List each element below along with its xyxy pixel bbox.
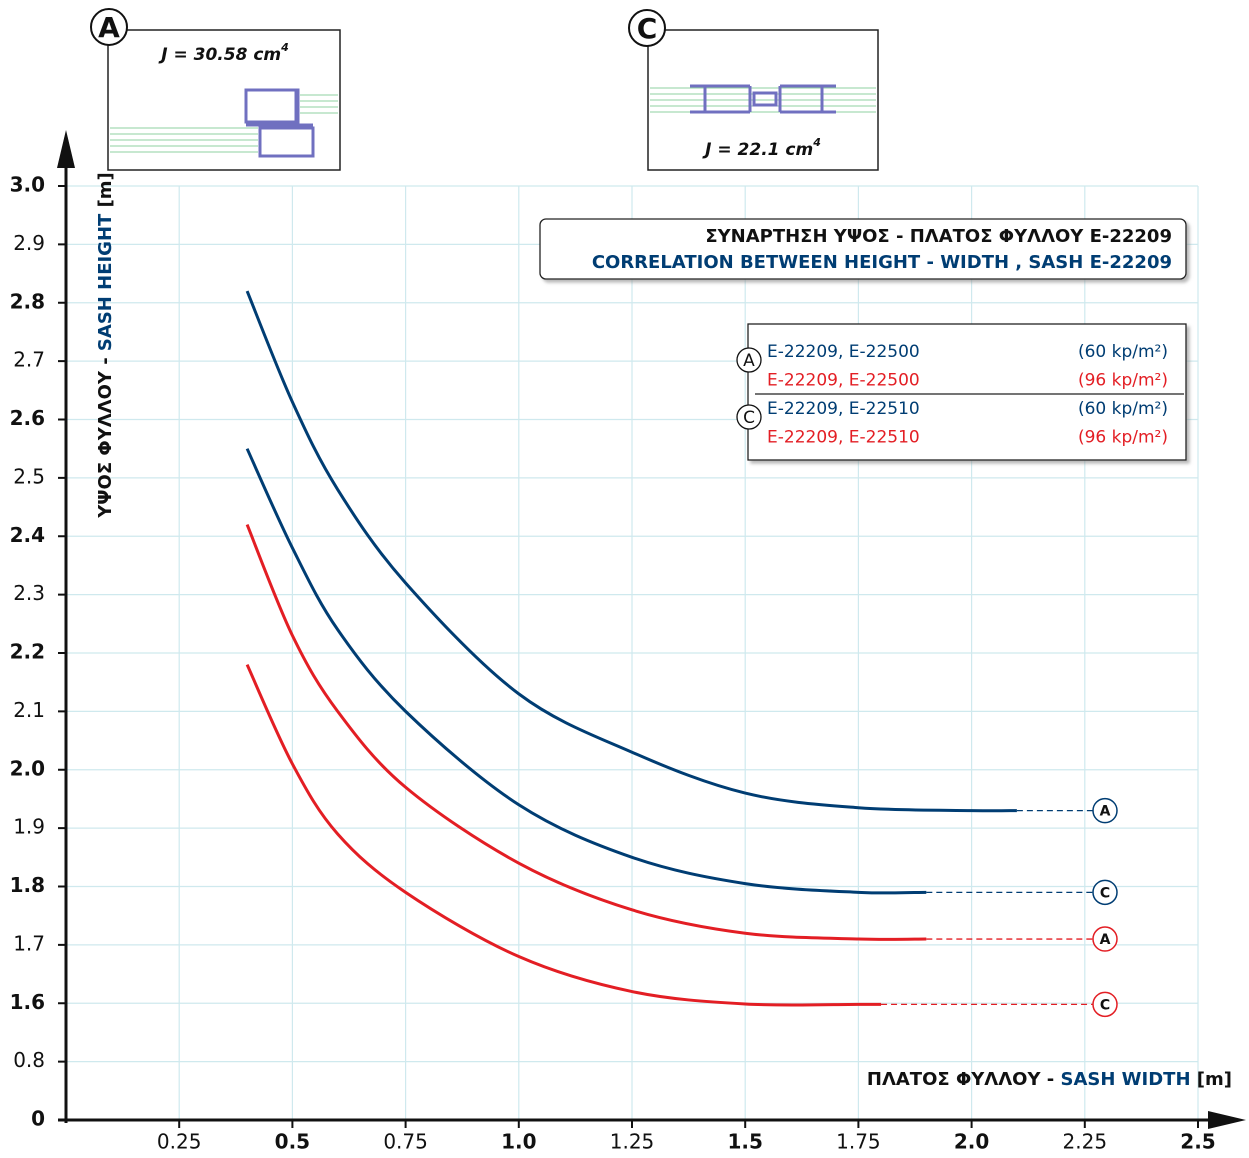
y-tick-label: 2.9	[13, 231, 45, 255]
end-marker	[1092, 797, 1118, 824]
legend-name: E-22209, E-22500	[767, 371, 920, 391]
series-line	[245, 664, 882, 1007]
legend-group-label: A	[743, 351, 755, 371]
legend-load: (96 kp/m²)	[1078, 428, 1168, 448]
y-tick-label: 1.7	[13, 931, 45, 955]
plot: 0.25 0.5 0.75 1.0 1.25 1.5 1.75 2.0 2.25 2.5 0 0.8 1…	[10, 173, 1216, 1154]
legend-name: E-22209, E-22510	[767, 399, 920, 419]
x-axis-label: ΠΛΑΤΟΣ ΦΥΛΛΟΥ - SASH WIDTH [m]	[867, 1069, 1232, 1090]
legend-name: E-22209, E-22510	[767, 428, 920, 448]
legend-group-label: C	[743, 408, 755, 428]
legend-group-marker	[736, 347, 762, 373]
x-tick-label: 0.5	[275, 1130, 310, 1154]
y-tick-label: 1.6	[10, 990, 45, 1014]
end-marker-label: A	[1100, 932, 1111, 948]
y-tick-label: 2.3	[13, 581, 45, 605]
x-tick-label: 1.5	[727, 1130, 762, 1154]
y-tick-label: 2.1	[13, 698, 45, 722]
legend-group-marker	[736, 404, 762, 430]
end-marker	[1092, 879, 1118, 906]
end-marker	[1092, 926, 1118, 952]
inset-text: J = 30.58 cm	[158, 45, 281, 65]
inset-label: J = 22.1 cm4	[702, 136, 821, 160]
y-tick-label: 2.8	[10, 289, 45, 313]
x-tick-label: 1.25	[610, 1130, 655, 1154]
series-line	[245, 290, 1017, 813]
series-line	[245, 448, 927, 895]
inset-c: C J = 22.1 cm4	[628, 9, 879, 171]
x-label-english: SASH WIDTH	[1060, 1069, 1190, 1090]
y-tick-label: 0	[31, 1107, 45, 1131]
y-tick-label: 3.0	[10, 173, 45, 197]
y-label-unit: [m]	[95, 172, 116, 213]
x-label-unit: [m]	[1191, 1069, 1232, 1090]
chart-title: ΣΥΝΑΡΤΗΣΗ ΥΨΟΣ - ΠΛΑΤΟΣ ΦΥΛΛΟΥ E-22209	[705, 226, 1172, 247]
x-tick-label: 2.25	[1063, 1130, 1108, 1154]
x-tick-label: 1.75	[836, 1130, 881, 1154]
inset-letter: A	[98, 11, 120, 44]
y-label-local: ΥΨΟΣ ΦΥΛΛΟΥ -	[95, 351, 116, 519]
y-tick-label: 2.5	[13, 464, 45, 488]
y-tick-label: 2.2	[10, 640, 45, 664]
y-label-english: SASH HEIGHT	[95, 213, 116, 351]
legend-box	[747, 323, 1187, 461]
x-tick-label: 2.5	[1180, 1130, 1215, 1154]
x-tick-label: 1.0	[501, 1130, 536, 1154]
y-axis-label: ΥΨΟΣ ΦΥΛΛΟΥ - SASH HEIGHT [m]	[95, 172, 116, 519]
y-tick-label: 2.7	[13, 348, 45, 372]
inset-sup: 4	[812, 136, 821, 149]
y-tick-label: 2.6	[10, 406, 45, 430]
inset-text: J = 22.1 cm	[702, 140, 813, 160]
legend-name: E-22209, E-22500	[767, 342, 920, 362]
y-tick-label: 2.4	[10, 523, 45, 547]
title-box	[539, 218, 1187, 280]
y-tick-label: 0.8	[13, 1048, 45, 1072]
inset-label: J = 30.58 cm4	[158, 41, 289, 65]
inset-a: A J = 30.58 cm4	[90, 8, 341, 171]
x-tick-label: 2.0	[954, 1130, 989, 1154]
legend-load: (60 kp/m²)	[1078, 342, 1168, 362]
end-marker-label: C	[1100, 885, 1110, 901]
series-line	[245, 524, 927, 941]
end-marker	[1092, 991, 1118, 1018]
axes	[57, 130, 1246, 1129]
y-tick-label: 1.8	[10, 873, 45, 897]
legend-load: (60 kp/m²)	[1078, 399, 1168, 419]
legend: E-22209, E-22500 (60 kp/m²) A E-22209, E-22…	[736, 342, 1168, 448]
y-tick-label: 2.0	[10, 756, 45, 780]
end-marker-label: C	[1100, 997, 1110, 1013]
x-tick-label: 0.25	[157, 1130, 202, 1154]
chart-subtitle: CORRELATION BETWEEN HEIGHT - WIDTH , SAS…	[592, 252, 1172, 273]
x-label-local: ΠΛΑΤΟΣ ΦΥΛΛΟΥ -	[867, 1069, 1061, 1090]
inset-sup: 4	[280, 41, 289, 54]
legend-load: (96 kp/m²)	[1078, 371, 1168, 391]
inset-letter: C	[637, 12, 658, 45]
end-marker-label: A	[1100, 804, 1111, 820]
x-tick-label: 0.75	[383, 1130, 428, 1154]
y-tick-label: 1.9	[13, 815, 45, 839]
